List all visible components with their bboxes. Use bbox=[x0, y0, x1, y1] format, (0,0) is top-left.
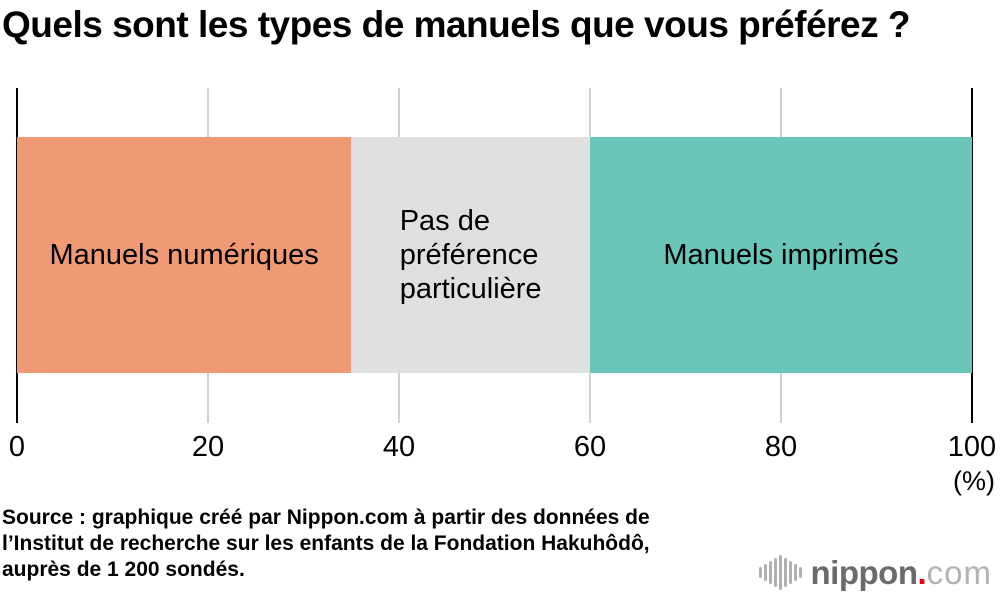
bar-segment-label: Manuels imprimés bbox=[663, 239, 899, 271]
bar-segment-label: Pas de préférence particulière bbox=[399, 205, 542, 305]
x-tick-label-100: 100 bbox=[947, 431, 997, 463]
x-axis-ticks: 0 20 40 60 80 100 bbox=[9, 431, 996, 463]
nippon-logo: nippon.com bbox=[758, 555, 992, 590]
x-tick-label-20: 20 bbox=[191, 431, 225, 463]
x-tick-label-0: 0 bbox=[8, 431, 26, 463]
bar-segment-2: Manuels imprimés bbox=[590, 137, 972, 373]
stacked-bar: Manuels numériques Pas de préférence part… bbox=[17, 137, 972, 373]
x-tick-label-40: 40 bbox=[382, 431, 416, 463]
bar-segment-label: Manuels numériques bbox=[49, 239, 319, 271]
chart-title: Quels sont les types de manuels que vous… bbox=[2, 4, 911, 45]
soundwave-icon bbox=[758, 555, 802, 590]
x-tick-label-80: 80 bbox=[764, 431, 798, 463]
bar-segment-1: Pas de préférence particulière bbox=[351, 137, 590, 373]
logo-wordmark: nippon.com bbox=[811, 556, 992, 589]
logo-name: nippon bbox=[810, 554, 918, 591]
plot-area: Manuels numériques Pas de préférence part… bbox=[16, 88, 973, 423]
x-tick-label-60: 60 bbox=[573, 431, 607, 463]
logo-tld: com bbox=[926, 554, 992, 591]
logo-dot: . bbox=[917, 554, 927, 591]
axis-unit-label: (%) bbox=[953, 466, 995, 496]
gridline-100 bbox=[971, 88, 973, 423]
source-note: Source : graphique créé par Nippon.com à… bbox=[2, 506, 650, 581]
bar-segment-0: Manuels numériques bbox=[17, 137, 352, 373]
